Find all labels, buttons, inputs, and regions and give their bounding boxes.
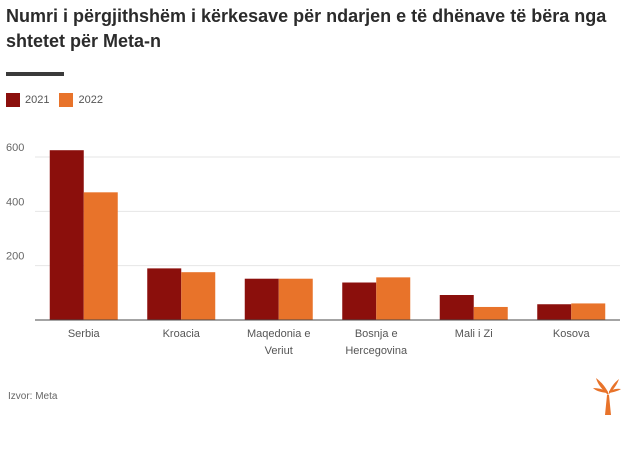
- title-underline: [6, 72, 64, 76]
- source-note: Izvor: Meta: [8, 391, 58, 402]
- x-tick-label-line: Kosova: [553, 328, 591, 340]
- x-tick-label: Maqedonia e Veriut: [247, 328, 311, 357]
- x-tick-label: Serbia: [68, 328, 101, 340]
- legend-label-2022: 2022: [78, 94, 103, 106]
- x-tick-label: Kroacia: [163, 328, 201, 340]
- legend-swatch-2022: [59, 93, 74, 107]
- y-tick-label: 200: [6, 251, 24, 263]
- x-tick-label-line: Serbia: [68, 328, 101, 340]
- x-tick-label-line: Veriut: [265, 345, 293, 357]
- x-tick-label-line: Bosnja e: [355, 328, 398, 340]
- x-tick-label: Mali i Zi: [455, 328, 493, 340]
- bar-2021-3: [342, 282, 377, 320]
- x-tick-label: Kosova: [553, 328, 591, 340]
- bar-2021-5: [537, 304, 572, 320]
- bar-2022-2: [278, 278, 313, 320]
- chart-legend: 2021 2022: [6, 93, 113, 107]
- x-tick-label-line: Kroacia: [163, 328, 201, 340]
- chart-title: Numri i përgjithshëm i kërkesave për nda…: [6, 6, 607, 51]
- bar-2021-2: [244, 278, 279, 320]
- bar-2022-1: [181, 272, 216, 320]
- bar-chart: 600 400 200 Serbia Kroacia Maqedonia e Veriut B…: [6, 142, 620, 357]
- x-tick-label-line: Mali i Zi: [455, 328, 493, 340]
- legend-item-2021: 2021: [6, 93, 49, 107]
- bar-2021-4: [439, 295, 474, 320]
- legend-label-2021: 2021: [25, 94, 50, 106]
- bar-2021-1: [147, 268, 182, 320]
- y-tick-label: 600: [6, 142, 24, 154]
- bar-2022-5: [571, 303, 606, 320]
- legend-item-2022: 2022: [59, 93, 103, 107]
- y-tick-label: 400: [6, 196, 24, 208]
- legend-swatch-2021: [6, 93, 20, 107]
- x-tick-label-line: Hercegovina: [345, 345, 408, 357]
- bar-2022-0: [83, 192, 118, 320]
- bar-2021-0: [49, 150, 84, 320]
- bar-2022-4: [473, 306, 508, 320]
- rfe-torch-logo-icon: [593, 378, 621, 415]
- x-tick-label-line: Maqedonia e: [247, 328, 311, 340]
- x-tick-label: Bosnja e Hercegovina: [345, 328, 408, 357]
- bar-2022-3: [376, 277, 411, 320]
